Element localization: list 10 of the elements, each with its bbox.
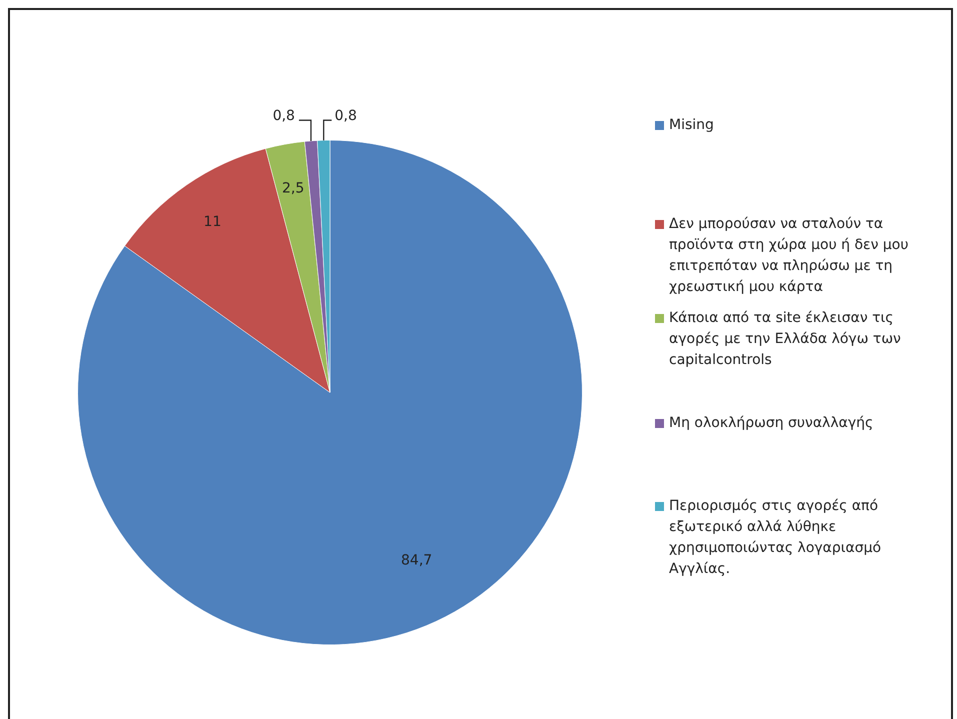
legend-label: Δεν μπορούσαν να σταλούν τα προϊόντα στη χώρα μου ή δεν μου επιτρεπόταν να πληρώσω με τη χρεωστική μου κάρτα <box>669 215 910 297</box>
legend-label: Μη ολοκλήρωση συναλλαγής <box>669 414 874 433</box>
legend-label: Κάποια από τα site έκλεισαν τις αγορές με την Ελλάδα λόγω των capitalcontrols <box>669 309 902 370</box>
data-label: 84,7 <box>400 552 432 568</box>
legend-label: Mising <box>669 116 714 135</box>
data-label: 0,8 <box>334 108 357 124</box>
legend-label: Περιορισμός στις αγορές από εξωτερικό αλλά λύθηκε χρησιμοποιώντας λογαριασμό Αγγλίας. <box>669 497 882 579</box>
data-label: 0,8 <box>272 108 295 124</box>
data-label: 2,5 <box>282 180 304 197</box>
data-label: 11 <box>204 214 222 230</box>
